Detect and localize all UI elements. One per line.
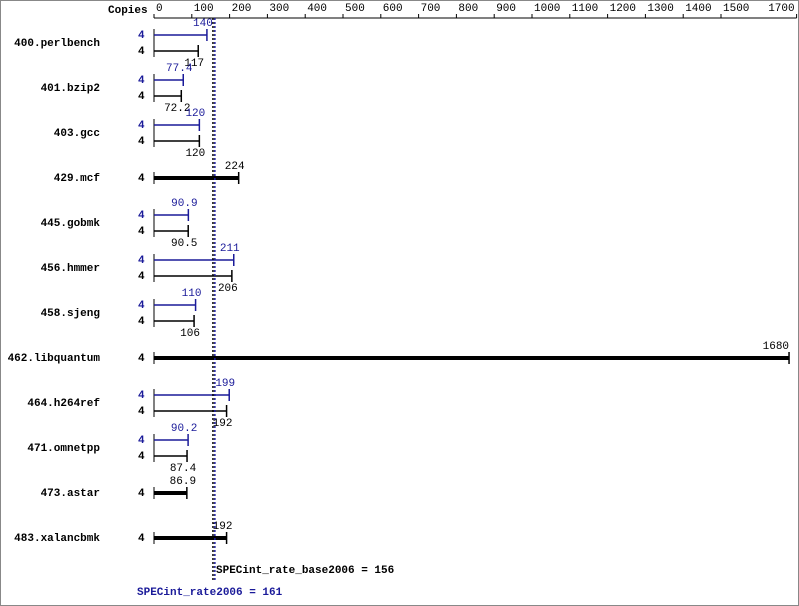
value-label: 90.2 [171,423,197,435]
category-label: 462.libquantum [8,353,101,365]
category-label: 445.gobmk [41,218,101,230]
category-label: 456.hmmer [41,263,100,275]
copies-label: 4 [138,300,145,312]
value-label: 106 [180,328,200,340]
value-label: 77.4 [166,63,193,75]
copies-label: 4 [138,46,145,58]
x-tick-label: 1400 [685,3,711,15]
copies-label: 4 [138,91,145,103]
value-label: 192 [213,521,233,533]
category-label: 471.omnetpp [27,443,100,455]
value-label: 72.2 [164,103,190,115]
value-label: 90.9 [171,198,197,210]
value-label: 206 [218,283,238,295]
category-label: 400.perlbench [14,38,100,50]
copies-label: 4 [138,210,145,222]
value-label: 120 [185,108,205,120]
copies-label: 4 [138,533,145,545]
x-tick-label: 1000 [534,3,560,15]
x-tick-label: 200 [232,3,252,15]
copies-label: 4 [138,353,145,365]
copies-label: 4 [138,451,145,463]
x-tick-label: 500 [345,3,365,15]
value-label: 224 [225,161,245,173]
copies-label: 4 [138,120,145,132]
copies-label: 4 [138,226,145,238]
axis-label: Copies [108,5,148,17]
x-tick-label: 1700 [768,3,794,15]
value-label: 211 [220,243,240,255]
x-tick-label: 300 [269,3,289,15]
copies-label: 4 [138,316,145,328]
value-label: 86.9 [170,476,196,488]
category-label: 403.gcc [54,128,100,140]
value-label: 1680 [763,341,789,353]
category-label: 464.h264ref [27,398,100,410]
value-label: 117 [184,58,204,70]
value-label: 140 [193,18,213,30]
copies-label: 4 [138,173,145,185]
x-tick-label: 600 [383,3,403,15]
copies-label: 4 [138,406,145,418]
value-label: 110 [182,288,202,300]
reference-label: SPECint_rate_base2006 = 156 [216,565,394,577]
category-label: 401.bzip2 [41,83,100,95]
x-tick-label: 1200 [610,3,636,15]
x-tick-label: 700 [421,3,441,15]
category-label: 483.xalancbmk [14,533,100,545]
x-tick-label: 900 [496,3,516,15]
copies-label: 4 [138,30,145,42]
value-label: 192 [213,418,233,430]
x-tick-label: 0 [156,3,163,15]
value-label: 120 [185,148,205,160]
category-label: 458.sjeng [41,308,100,320]
copies-label: 4 [138,271,145,283]
category-label: 429.mcf [54,173,101,185]
category-label: 473.astar [41,488,100,500]
x-tick-label: 1300 [647,3,673,15]
value-label: 87.4 [170,463,197,475]
value-label: 199 [215,378,235,390]
copies-label: 4 [138,75,145,87]
x-tick-label: 1500 [723,3,749,15]
reference-label: SPECint_rate2006 = 161 [137,587,283,599]
copies-label: 4 [138,390,145,402]
value-label: 90.5 [171,238,197,250]
copies-label: 4 [138,435,145,447]
copies-label: 4 [138,255,145,267]
copies-label: 4 [138,488,145,500]
copies-label: 4 [138,136,145,148]
x-tick-label: 800 [458,3,478,15]
x-tick-label: 1100 [572,3,598,15]
x-tick-label: 100 [194,3,214,15]
x-tick-label: 400 [307,3,327,15]
